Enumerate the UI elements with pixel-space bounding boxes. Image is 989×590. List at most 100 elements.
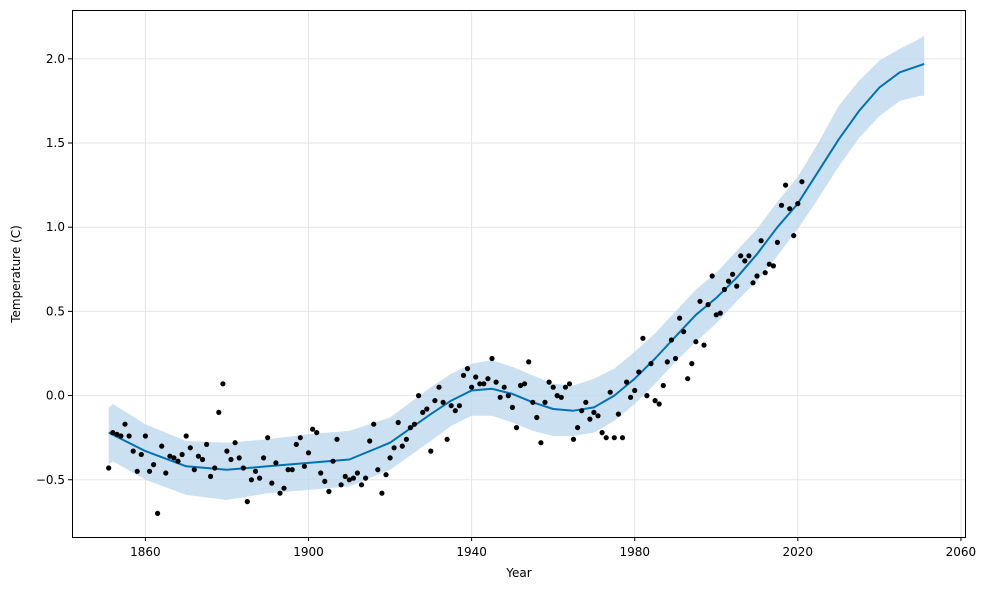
- data-point: [142, 433, 148, 439]
- data-point: [469, 384, 475, 390]
- data-point: [444, 436, 450, 442]
- data-point: [550, 384, 556, 390]
- data-point: [244, 499, 250, 505]
- data-point: [701, 342, 707, 348]
- data-point: [326, 488, 332, 495]
- data-point: [167, 453, 173, 459]
- data-point: [411, 421, 418, 427]
- data-point: [293, 441, 299, 447]
- data-point: [681, 329, 687, 335]
- data-point: [204, 441, 210, 447]
- x-tick-label: 2020: [783, 545, 814, 559]
- data-point: [436, 384, 442, 390]
- data-point: [799, 179, 805, 185]
- data-point: [542, 399, 548, 405]
- data-point: [591, 409, 597, 415]
- data-point: [787, 206, 793, 212]
- data-point: [134, 468, 140, 474]
- data-point: [783, 182, 789, 188]
- y-axis-ticks: −0.5 0.0 0.5 1.0 1.5 2.0: [36, 52, 72, 487]
- data-point: [212, 465, 218, 471]
- data-point: [648, 361, 654, 367]
- data-point: [346, 477, 352, 483]
- data-point: [155, 510, 161, 516]
- data-point: [151, 462, 157, 468]
- data-point: [778, 202, 785, 208]
- data-point: [628, 394, 634, 400]
- x-tick-label: 1860: [130, 545, 161, 559]
- data-point: [689, 361, 695, 367]
- data-point: [758, 238, 764, 244]
- data-point: [750, 280, 756, 286]
- data-point: [538, 440, 544, 446]
- data-point: [456, 403, 462, 409]
- data-point: [766, 261, 772, 267]
- data-point: [224, 448, 230, 454]
- data-point: [395, 419, 401, 426]
- data-point: [432, 398, 438, 404]
- data-point: [742, 258, 748, 264]
- data-point: [632, 387, 638, 394]
- data-point: [391, 445, 397, 451]
- observed-points-layer: [106, 179, 805, 516]
- x-tick-label: 1900: [293, 545, 324, 559]
- x-axis-ticks: 1860 1900 1940 1980 2020 2060: [130, 537, 976, 559]
- data-point: [261, 455, 267, 461]
- data-point: [517, 382, 524, 389]
- data-point: [509, 404, 515, 410]
- data-point: [603, 435, 609, 441]
- data-point: [717, 310, 723, 316]
- data-point: [485, 376, 491, 382]
- data-point: [526, 359, 532, 365]
- data-point: [367, 438, 373, 444]
- y-tick-label: −0.5: [36, 473, 65, 487]
- data-point: [660, 382, 666, 389]
- data-point: [195, 453, 201, 459]
- data-point: [228, 456, 234, 463]
- data-point: [624, 379, 630, 385]
- x-tick-label: 2060: [946, 545, 977, 559]
- data-point: [216, 409, 222, 415]
- data-point: [273, 460, 279, 466]
- data-point: [575, 425, 581, 431]
- data-point: [570, 436, 577, 442]
- data-point: [220, 381, 226, 387]
- y-tick-label: 0.5: [46, 304, 65, 318]
- data-point: [562, 384, 569, 390]
- data-point: [685, 376, 691, 382]
- data-point: [473, 374, 479, 380]
- data-point: [407, 425, 413, 431]
- data-point: [175, 458, 181, 464]
- data-point: [305, 450, 312, 456]
- data-point: [297, 435, 303, 441]
- data-point: [301, 463, 307, 469]
- data-point: [656, 401, 662, 407]
- data-point: [350, 475, 356, 481]
- data-point: [672, 355, 679, 362]
- data-point: [428, 448, 434, 454]
- data-point: [265, 435, 271, 441]
- data-point: [322, 478, 328, 484]
- data-point: [477, 381, 483, 387]
- data-point: [619, 435, 626, 441]
- data-point: [595, 413, 601, 419]
- data-point: [252, 468, 259, 474]
- data-point: [269, 480, 275, 486]
- data-point: [199, 456, 206, 463]
- data-point: [791, 233, 797, 239]
- uncertainty-band-layer: [108, 35, 925, 501]
- data-point: [505, 393, 511, 399]
- data-point: [730, 271, 736, 277]
- data-point: [664, 359, 670, 365]
- data-point: [599, 430, 605, 436]
- data-point: [566, 381, 573, 387]
- data-point: [754, 273, 760, 279]
- data-point: [452, 408, 458, 414]
- data-point: [240, 465, 246, 471]
- plot-frame: [72, 10, 966, 538]
- data-point: [554, 393, 560, 399]
- data-point: [501, 384, 507, 390]
- data-point: [106, 465, 112, 471]
